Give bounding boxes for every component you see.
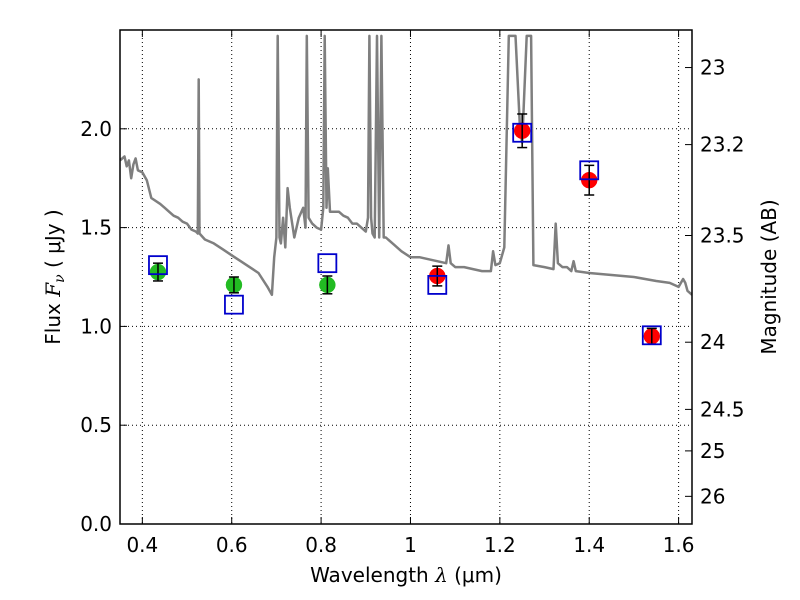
x-tick-label: 1.4 — [573, 533, 605, 557]
y-axis-label-sub: ν — [52, 274, 68, 283]
model-point — [427, 275, 448, 295]
y2-tick-label: 23 — [700, 56, 725, 80]
y-tick-label: 0.0 — [80, 512, 112, 536]
y-tick-label: 2.0 — [80, 117, 112, 141]
plot-frame — [119, 29, 693, 525]
y-tick-label: 0.5 — [80, 413, 112, 437]
x-tick-label: 0.4 — [126, 533, 158, 557]
x-tick-label: 1.6 — [663, 533, 695, 557]
y2-tick-label: 23.5 — [700, 224, 745, 248]
y2-tick-label: 25 — [700, 439, 725, 463]
x-axis-label: Wavelength λ (μm) — [310, 563, 502, 587]
y2-tick-label: 24.5 — [700, 397, 745, 421]
x-tick-label: 1.2 — [484, 533, 516, 557]
ticks: 0.4 0.6 0.8 1 1.2 1.4 1.6 0.0 0.5 1.0 1.5 2.0 23 23.2… — [80, 30, 745, 557]
x-axis-label-prefix: Wavelength — [310, 563, 435, 587]
y2-tick-label: 24 — [700, 330, 725, 354]
spectrum-line — [120, 34, 692, 297]
y-tick-label: 1.5 — [80, 216, 112, 240]
model-point — [641, 325, 662, 346]
y-axis-label: Flux Fν ( μJy ) — [41, 209, 68, 344]
y2-tick-label: 26 — [700, 484, 725, 508]
y-tick-label: 1.0 — [80, 314, 112, 338]
plot-background — [120, 30, 692, 524]
y2-tick-label: 23.2 — [700, 133, 745, 157]
marker-layer — [148, 113, 662, 346]
x-axis-label-symbol: λ — [434, 563, 448, 587]
x-tick-label: 0.6 — [216, 533, 248, 557]
model-point — [579, 160, 600, 181]
y-axis-label-prefix: Flux — [41, 297, 65, 345]
model-point — [317, 253, 338, 274]
x-tick-label: 1 — [404, 533, 417, 557]
x-axis-label-unit: (μm) — [448, 563, 502, 587]
spectrum-layer — [120, 34, 692, 297]
y-axis-label-symbol: F — [41, 282, 65, 298]
y2-axis-label: Magnitude (AB) — [757, 199, 781, 354]
model-point — [512, 122, 533, 143]
y-axis-label-unit: ( μJy ) — [41, 209, 65, 274]
x-tick-label: 0.8 — [305, 533, 337, 557]
model-point — [224, 294, 244, 315]
model-point — [148, 255, 168, 276]
